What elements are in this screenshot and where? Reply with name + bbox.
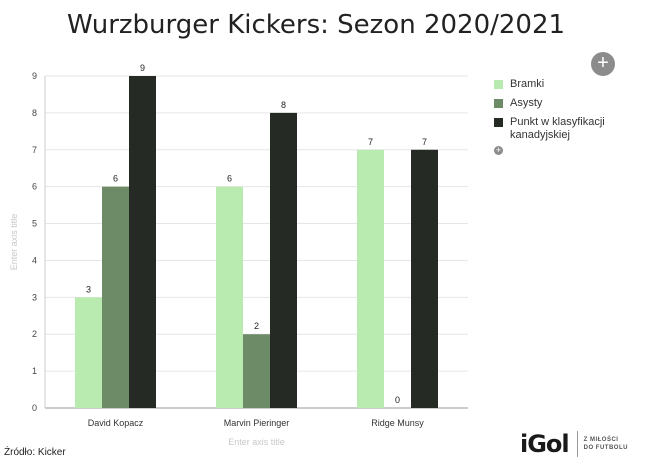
brand-tagline-1: Z MIŁOŚCI [583, 437, 619, 443]
bar [243, 334, 270, 408]
x-tick-label: Marvin Pieringer [224, 418, 290, 428]
legend-item-punkt[interactable]: Punkt w klasyfikacji kanadyjskiej [494, 116, 614, 142]
brand: iGol Z MIŁOŚCI DO FUTBOLU [520, 430, 634, 458]
legend-item-asysty[interactable]: Asysty [494, 97, 614, 110]
y-tick-label: 1 [32, 366, 37, 376]
legend-swatch [494, 80, 503, 89]
bar [216, 186, 243, 408]
legend-swatch [494, 99, 503, 108]
y-tick-label: 4 [32, 255, 37, 265]
bar [357, 149, 384, 408]
data-label: 0 [395, 395, 400, 405]
x-tick-label: Ridge Munsy [371, 418, 424, 428]
data-label: 3 [86, 284, 91, 294]
data-label: 6 [227, 174, 232, 184]
legend-item-bramki[interactable]: Bramki [494, 78, 614, 91]
y-axis-title: Enter axis title [9, 214, 19, 271]
y-tick-label: 7 [32, 145, 37, 155]
data-label: 2 [254, 321, 259, 331]
brand-logo: iGol [520, 430, 570, 458]
y-tick-label: 2 [32, 329, 37, 339]
x-tick-label: David Kopacz [88, 418, 144, 428]
legend-label: Asysty [510, 97, 543, 109]
y-tick-label: 9 [32, 71, 37, 81]
data-label: 7 [422, 137, 427, 147]
brand-divider [576, 431, 578, 457]
data-label: 7 [368, 137, 373, 147]
brand-tagline-2: DO FUTBOLU [583, 445, 628, 451]
y-tick-label: 5 [32, 219, 37, 229]
legend-swatch [494, 118, 503, 127]
bar [411, 149, 438, 408]
legend: Bramki Asysty Punkt w klasyfikacji kanad… [494, 78, 614, 155]
data-label: 8 [281, 100, 286, 110]
legend-label: Punkt w klasyfikacji kanadyjskiej [510, 116, 605, 141]
bar [75, 297, 102, 408]
y-tick-label: 3 [32, 292, 37, 302]
brand-tagline: Z MIŁOŚCI DO FUTBOLU [584, 436, 634, 452]
legend-expand-icon[interactable]: + [494, 145, 503, 155]
x-axis-title: Enter axis title [228, 437, 285, 447]
y-tick-label: 0 [32, 403, 37, 413]
y-tick-label: 6 [32, 182, 37, 192]
data-label: 6 [113, 174, 118, 184]
data-label: 9 [140, 63, 145, 73]
bar [102, 186, 129, 408]
legend-label: Bramki [510, 78, 545, 90]
bar [270, 112, 297, 408]
y-tick-label: 8 [32, 108, 37, 118]
plus-icon[interactable]: + [591, 52, 615, 76]
bar [129, 76, 156, 408]
source-note: Źródło: Kicker [4, 447, 66, 458]
page-title: Wurzburger Kickers: Sezon 2020/2021 [66, 10, 566, 40]
